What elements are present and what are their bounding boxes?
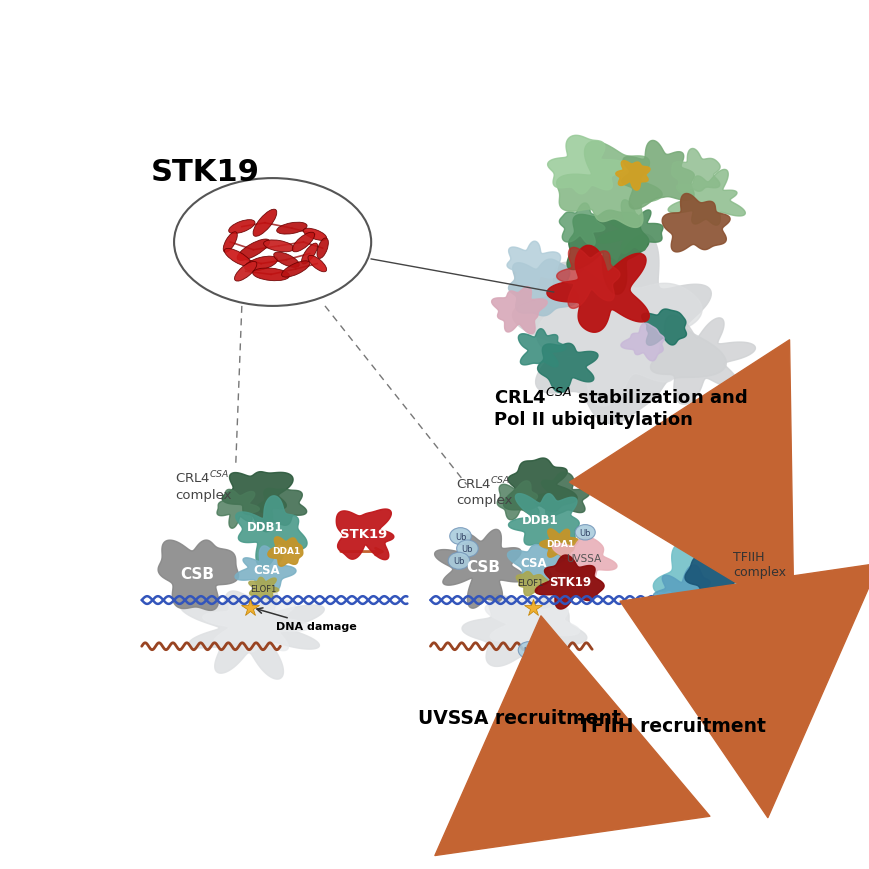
Text: CSB: CSB xyxy=(180,566,214,581)
Polygon shape xyxy=(567,211,648,295)
Polygon shape xyxy=(202,594,310,653)
Polygon shape xyxy=(158,541,238,611)
Polygon shape xyxy=(529,473,589,517)
Ellipse shape xyxy=(253,210,276,237)
Ellipse shape xyxy=(274,253,299,268)
Polygon shape xyxy=(620,324,663,362)
Ellipse shape xyxy=(282,262,309,278)
Polygon shape xyxy=(667,170,745,226)
Ellipse shape xyxy=(302,244,317,265)
Polygon shape xyxy=(485,599,579,653)
Polygon shape xyxy=(491,288,547,335)
Polygon shape xyxy=(539,529,578,559)
Polygon shape xyxy=(650,315,754,405)
Polygon shape xyxy=(621,142,693,209)
Text: ELOF1: ELOF1 xyxy=(250,584,276,594)
Polygon shape xyxy=(336,509,394,560)
Polygon shape xyxy=(216,490,259,528)
Ellipse shape xyxy=(292,233,315,253)
Polygon shape xyxy=(537,344,597,393)
Polygon shape xyxy=(518,329,565,368)
Text: DDB1: DDB1 xyxy=(246,521,283,534)
Text: STK19: STK19 xyxy=(340,527,387,540)
Polygon shape xyxy=(536,257,701,407)
Text: Ub: Ub xyxy=(454,532,466,541)
Text: STK19: STK19 xyxy=(549,575,591,588)
Text: Ub: Ub xyxy=(522,646,534,655)
Polygon shape xyxy=(507,545,564,585)
Polygon shape xyxy=(268,537,302,567)
Text: CSA: CSA xyxy=(520,556,547,569)
Polygon shape xyxy=(507,260,578,316)
Polygon shape xyxy=(497,481,539,521)
Polygon shape xyxy=(507,494,579,550)
Ellipse shape xyxy=(308,256,326,273)
Ellipse shape xyxy=(252,269,289,282)
Text: TFIIH recruitment: TFIIH recruitment xyxy=(577,716,765,735)
Polygon shape xyxy=(684,556,733,598)
Polygon shape xyxy=(552,538,616,581)
Polygon shape xyxy=(547,136,627,195)
Polygon shape xyxy=(671,149,720,192)
Ellipse shape xyxy=(237,240,269,261)
Text: Ub: Ub xyxy=(461,544,473,554)
Ellipse shape xyxy=(223,233,237,253)
Ellipse shape xyxy=(224,249,251,267)
Ellipse shape xyxy=(174,179,371,307)
Polygon shape xyxy=(661,195,729,253)
Polygon shape xyxy=(434,530,524,608)
Text: DDB1: DDB1 xyxy=(521,513,558,526)
Text: Ub: Ub xyxy=(579,528,590,537)
Polygon shape xyxy=(507,242,560,292)
Polygon shape xyxy=(641,309,686,346)
Ellipse shape xyxy=(303,229,326,241)
Polygon shape xyxy=(235,496,307,568)
Text: CRL4$^{CSA}$ stabilization and
Pol II ubiquitylation: CRL4$^{CSA}$ stabilization and Pol II ub… xyxy=(493,388,746,428)
Polygon shape xyxy=(653,543,747,625)
Polygon shape xyxy=(222,472,293,532)
Text: DDA1: DDA1 xyxy=(545,539,574,548)
Text: TFIIH
complex: TFIIH complex xyxy=(733,550,786,578)
Polygon shape xyxy=(556,142,661,229)
Text: CRL4$^{CSA}$
complex: CRL4$^{CSA}$ complex xyxy=(455,475,512,507)
Ellipse shape xyxy=(456,541,478,557)
Ellipse shape xyxy=(263,241,294,253)
Polygon shape xyxy=(653,566,724,620)
Ellipse shape xyxy=(518,642,539,659)
Polygon shape xyxy=(647,592,680,617)
Polygon shape xyxy=(257,489,306,526)
Ellipse shape xyxy=(276,223,307,235)
Ellipse shape xyxy=(316,239,328,259)
Ellipse shape xyxy=(448,553,469,569)
Text: DDA1: DDA1 xyxy=(272,547,301,555)
Polygon shape xyxy=(461,595,587,670)
Text: CRL4$^{CSA}$
complex: CRL4$^{CSA}$ complex xyxy=(175,469,231,501)
Polygon shape xyxy=(512,235,726,424)
Ellipse shape xyxy=(449,528,471,545)
Polygon shape xyxy=(515,572,547,596)
Ellipse shape xyxy=(244,257,277,272)
Text: Ub: Ub xyxy=(453,557,464,566)
Polygon shape xyxy=(180,587,324,680)
Polygon shape xyxy=(235,547,295,592)
Text: CSA: CSA xyxy=(253,563,280,576)
Polygon shape xyxy=(559,203,604,246)
Ellipse shape xyxy=(235,262,256,282)
Polygon shape xyxy=(556,248,620,309)
Polygon shape xyxy=(547,246,648,333)
Ellipse shape xyxy=(574,525,594,541)
Text: STK19: STK19 xyxy=(151,158,260,187)
Text: ELOF1: ELOF1 xyxy=(517,578,543,587)
Text: UVSSA recruitment: UVSSA recruitment xyxy=(417,708,620,727)
Polygon shape xyxy=(597,201,662,255)
Ellipse shape xyxy=(229,221,255,235)
Text: CSB: CSB xyxy=(465,560,500,574)
Polygon shape xyxy=(503,459,576,512)
Polygon shape xyxy=(615,162,649,191)
Polygon shape xyxy=(249,578,278,600)
Polygon shape xyxy=(534,555,603,609)
Text: DNA damage: DNA damage xyxy=(256,608,357,632)
Text: UVSSA: UVSSA xyxy=(566,554,600,564)
